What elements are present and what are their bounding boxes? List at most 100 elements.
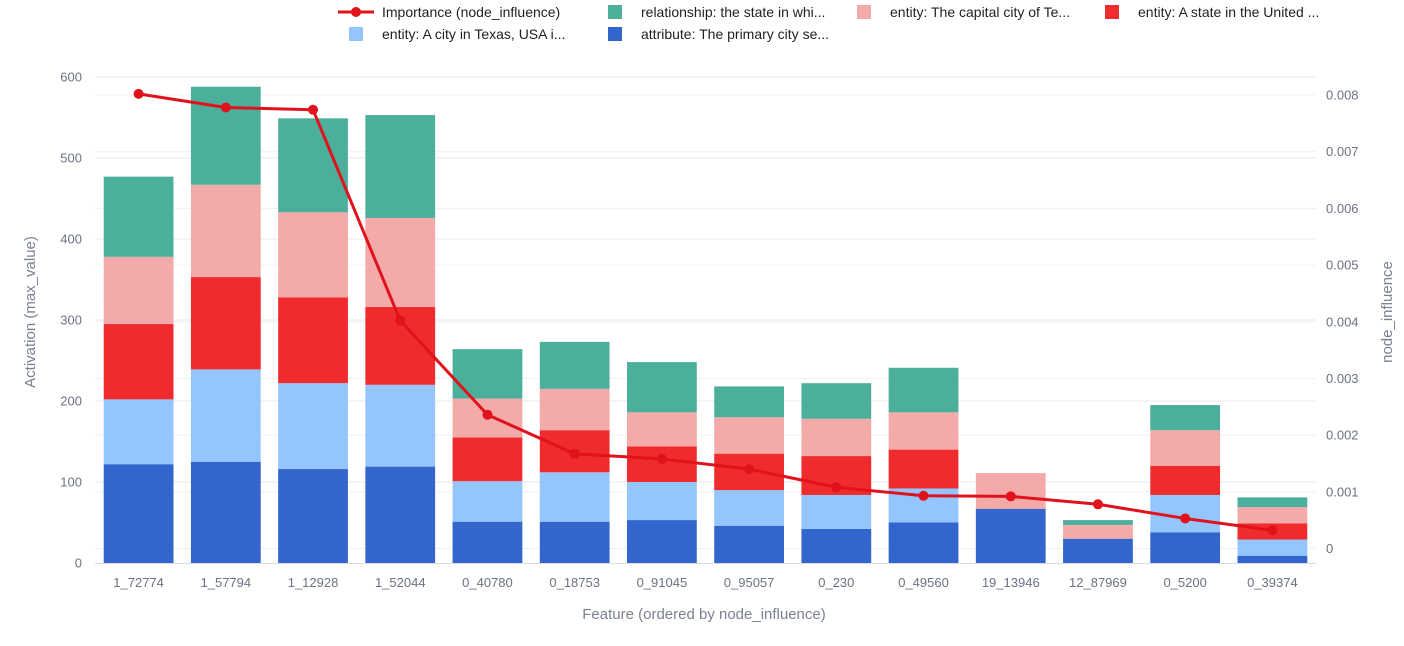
importance-point[interactable] [308, 104, 319, 115]
bar-segment[interactable] [190, 461, 261, 563]
bar-segment[interactable] [103, 399, 174, 465]
y-tick-label: 300 [60, 313, 82, 328]
bar-segment[interactable] [452, 437, 523, 482]
bar-segment[interactable] [190, 86, 261, 185]
importance-point[interactable] [482, 409, 493, 420]
x-tick-label: 0_39374 [1247, 575, 1298, 590]
bar-segment[interactable] [801, 418, 872, 457]
legend-item[interactable]: relationship: the state in whi... [608, 4, 825, 20]
importance-point[interactable] [1267, 525, 1278, 536]
bar-segment[interactable] [975, 473, 1046, 509]
bar-segment[interactable] [1063, 538, 1133, 563]
legend-box-swatch [608, 5, 622, 19]
bar-segment[interactable] [539, 388, 610, 431]
bar-segment[interactable] [190, 369, 261, 462]
bar-segment[interactable] [278, 297, 348, 384]
bar-segment[interactable] [801, 528, 872, 563]
bar-segment[interactable] [627, 446, 697, 482]
legend-item[interactable]: entity: A state in the United ... [1105, 4, 1319, 20]
bars [103, 86, 1308, 564]
bar-segment[interactable] [452, 481, 523, 522]
bar-segment[interactable] [365, 466, 436, 563]
bar-segment[interactable] [714, 490, 784, 526]
y-tick-label: 100 [60, 475, 82, 490]
bar-segment[interactable] [452, 521, 523, 563]
bar-segment[interactable] [278, 212, 348, 298]
importance-point[interactable] [1092, 499, 1103, 510]
bar-segment[interactable] [278, 469, 348, 563]
y-tick-label: 400 [60, 232, 82, 247]
y2-tick-label: 0.006 [1326, 201, 1359, 216]
importance-point[interactable] [1005, 491, 1016, 502]
y2-tick-label: 0.002 [1326, 428, 1359, 443]
bar-segment[interactable] [888, 412, 959, 450]
bar-segment[interactable] [714, 525, 784, 563]
importance-point[interactable] [133, 88, 144, 99]
y2-tick-label: 0 [1326, 541, 1333, 556]
bar-segment[interactable] [365, 115, 436, 218]
legend-item[interactable]: entity: The capital city of Te... [857, 4, 1070, 20]
bar-segment[interactable] [627, 520, 697, 563]
importance-point[interactable] [1180, 513, 1191, 524]
y2-tick-label: 0.001 [1326, 484, 1359, 499]
bar-segment[interactable] [714, 386, 784, 418]
bar-segment[interactable] [627, 482, 697, 521]
importance-point[interactable] [395, 315, 406, 326]
bar-segment[interactable] [1237, 507, 1308, 524]
legend-label: entity: A city in Texas, USA i... [382, 26, 565, 42]
y2-tick-label: 0.004 [1326, 314, 1359, 329]
bar-segment[interactable] [1150, 465, 1221, 495]
bar-segment[interactable] [975, 508, 1046, 563]
bar-segment[interactable] [1063, 520, 1133, 525]
bar-segment[interactable] [539, 341, 610, 389]
bar-segment[interactable] [627, 412, 697, 447]
bar-segment[interactable] [1150, 405, 1221, 431]
bar-segment[interactable] [365, 384, 436, 467]
importance-point[interactable] [656, 453, 667, 464]
legend-box-swatch [857, 5, 871, 19]
bar-segment[interactable] [103, 324, 174, 400]
legend-item[interactable]: attribute: The primary city se... [608, 26, 829, 42]
importance-line-layer [133, 88, 1278, 536]
bar-segment[interactable] [103, 256, 174, 325]
importance-point[interactable] [220, 102, 231, 113]
bar-segment[interactable] [190, 277, 261, 370]
importance-point[interactable] [918, 490, 929, 501]
bar-segment[interactable] [627, 362, 697, 413]
bar-segment[interactable] [539, 521, 610, 563]
bar-segment[interactable] [1237, 539, 1308, 556]
bar-segment[interactable] [888, 449, 959, 489]
x-tick-label: 1_52044 [375, 575, 426, 590]
legend-label: entity: The capital city of Te... [890, 4, 1070, 20]
x-tick-label: 0_230 [818, 575, 854, 590]
bar-segment[interactable] [888, 522, 959, 564]
importance-point[interactable] [831, 482, 842, 493]
bar-segment[interactable] [539, 472, 610, 522]
legend-label: Importance (node_influence) [382, 4, 560, 20]
y2-tick-label: 0.007 [1326, 144, 1359, 159]
y-tick-label: 600 [60, 70, 82, 85]
legend-item[interactable]: entity: A city in Texas, USA i... [349, 26, 565, 42]
bar-segment[interactable] [714, 417, 784, 454]
bar-segment[interactable] [1237, 497, 1308, 508]
y-tick-label: 500 [60, 151, 82, 166]
legend-item[interactable]: Importance (node_influence) [338, 4, 560, 20]
x-axis-title: Feature (ordered by node_influence) [582, 606, 826, 623]
bar-segment[interactable] [888, 367, 959, 413]
x-tick-label: 0_40780 [462, 575, 513, 590]
importance-point[interactable] [569, 448, 580, 459]
bar-segment[interactable] [1150, 430, 1221, 466]
bar-segment[interactable] [103, 464, 174, 563]
bar-segment[interactable] [278, 383, 348, 470]
importance-point[interactable] [744, 464, 755, 475]
bar-segment[interactable] [1063, 524, 1133, 539]
x-tick-label: 19_13946 [982, 575, 1040, 590]
bar-segment[interactable] [801, 383, 872, 419]
bar-segment[interactable] [1237, 555, 1308, 563]
bar-segment[interactable] [190, 184, 261, 278]
bar-segment[interactable] [801, 494, 872, 529]
x-tick-label: 0_49560 [898, 575, 949, 590]
bar-segment[interactable] [103, 176, 174, 257]
bar-segment[interactable] [1150, 532, 1221, 563]
bar-segment[interactable] [452, 349, 523, 399]
